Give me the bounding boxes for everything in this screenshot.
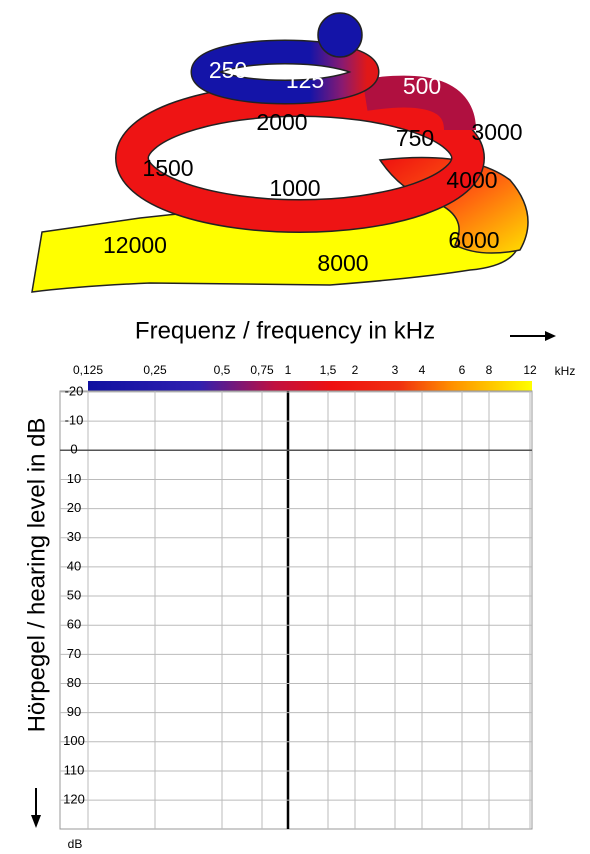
y-tick-label: 0 xyxy=(70,442,77,457)
frequency-label: 750 xyxy=(396,125,434,151)
frequency-label: 8000 xyxy=(317,250,368,276)
frequency-color-bar xyxy=(88,381,532,391)
x-axis-title: Frequenz / frequency in kHz xyxy=(135,317,435,344)
y-tick-label: 120 xyxy=(63,792,85,807)
frequency-label: 6000 xyxy=(448,227,499,253)
y-tick-label: 50 xyxy=(67,587,81,602)
y-tick-label: 90 xyxy=(67,704,81,719)
frequency-label: 3000 xyxy=(471,119,522,145)
y-tick-label: 110 xyxy=(64,762,85,777)
y-tick-label: 20 xyxy=(67,500,81,515)
cochlea xyxy=(31,12,529,293)
frequency-label: 125 xyxy=(286,67,324,93)
x-tick-label: 0,75 xyxy=(250,363,274,377)
frequency-label: 250 xyxy=(209,57,247,83)
arrow-head xyxy=(31,815,41,828)
x-tick-label: 6 xyxy=(459,363,466,377)
y-tick-label: 40 xyxy=(67,558,81,573)
grid-frame xyxy=(59,390,533,830)
y-axis-title: Hörpegel / hearing level in dB xyxy=(23,418,50,733)
x-tick-label: 8 xyxy=(486,363,493,377)
x-tick-label: 1,5 xyxy=(320,363,337,377)
frequency-label: 4000 xyxy=(446,167,497,193)
frequency-label: 500 xyxy=(403,73,441,99)
frequency-label: 2000 xyxy=(256,109,307,135)
x-tick-label: 4 xyxy=(419,363,426,377)
y-tick-label: 10 xyxy=(67,471,81,486)
x-tick-label: 0,5 xyxy=(214,363,231,377)
y-tick-label: 70 xyxy=(67,646,81,661)
x-tick-label: 0,25 xyxy=(143,363,167,377)
x-tick-label: 1 xyxy=(285,363,292,377)
x-tick-label: 3 xyxy=(392,363,399,377)
y-tick-label: 60 xyxy=(67,617,81,632)
frequency-label: 1000 xyxy=(269,175,320,201)
y-tick-label: -10 xyxy=(65,413,84,428)
y-unit: dB xyxy=(68,837,83,851)
x-tick-label: 0,125 xyxy=(73,363,103,377)
x-tick-label: 12 xyxy=(523,363,537,377)
frequency-label: 1500 xyxy=(142,155,193,181)
y-tick-label: -20 xyxy=(65,383,84,398)
y-tick-label: 80 xyxy=(67,675,81,690)
arrow-head xyxy=(545,331,556,341)
x-unit: kHz xyxy=(555,364,576,378)
y-tick-label: 100 xyxy=(63,733,85,748)
y-tick-label: 30 xyxy=(67,529,81,544)
frequency-label: 12000 xyxy=(103,232,167,258)
x-tick-label: 2 xyxy=(352,363,359,377)
